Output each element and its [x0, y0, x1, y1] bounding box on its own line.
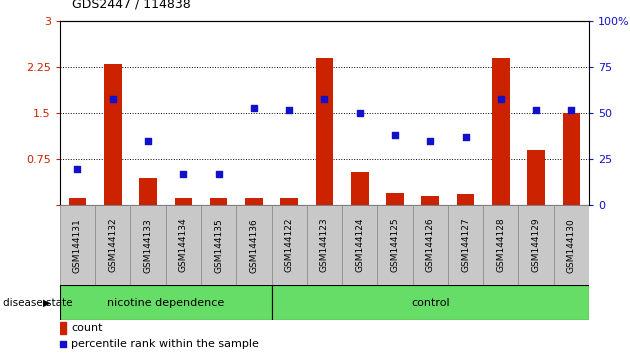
Bar	[342, 205, 377, 285]
Text: GSM144133: GSM144133	[144, 218, 152, 273]
Point	[249, 105, 259, 110]
Bar	[130, 205, 166, 285]
Bar	[60, 322, 66, 334]
Text: GSM144131: GSM144131	[73, 218, 82, 273]
Bar	[563, 113, 580, 205]
Bar	[272, 205, 307, 285]
Bar	[201, 205, 236, 285]
Bar	[554, 205, 589, 285]
Text: GSM144126: GSM144126	[426, 218, 435, 273]
Bar	[492, 58, 510, 205]
Bar	[377, 205, 413, 285]
Bar	[245, 198, 263, 205]
Point	[355, 110, 365, 116]
Bar	[69, 198, 86, 205]
Bar	[527, 150, 545, 205]
Point	[214, 171, 224, 177]
Bar	[60, 285, 272, 320]
Text: GSM144129: GSM144129	[532, 218, 541, 273]
Text: GSM144132: GSM144132	[108, 218, 117, 273]
Bar	[413, 205, 448, 285]
Bar	[60, 205, 95, 285]
Bar	[518, 205, 554, 285]
Bar	[457, 194, 474, 205]
Point	[390, 132, 400, 138]
Text: disease state: disease state	[3, 298, 72, 308]
Point	[108, 96, 118, 101]
Text: GSM144123: GSM144123	[320, 218, 329, 273]
Text: GSM144135: GSM144135	[214, 218, 223, 273]
Bar	[95, 205, 130, 285]
Text: GSM144130: GSM144130	[567, 218, 576, 273]
Bar	[272, 285, 589, 320]
Text: GSM144128: GSM144128	[496, 218, 505, 273]
Bar	[307, 205, 342, 285]
Bar	[483, 205, 518, 285]
Point	[178, 171, 188, 177]
Point	[461, 135, 471, 140]
Text: GSM144136: GSM144136	[249, 218, 258, 273]
Text: percentile rank within the sample: percentile rank within the sample	[71, 339, 260, 349]
Bar	[386, 193, 404, 205]
Text: GSM144127: GSM144127	[461, 218, 470, 273]
Text: control: control	[411, 298, 450, 308]
Text: GDS2447 / 114838: GDS2447 / 114838	[72, 0, 191, 11]
Bar	[421, 196, 439, 205]
Text: GSM144124: GSM144124	[355, 218, 364, 272]
Point	[143, 138, 153, 144]
Text: GSM144122: GSM144122	[285, 218, 294, 272]
Text: ▶: ▶	[43, 298, 50, 308]
Point	[284, 107, 294, 113]
Bar	[448, 205, 483, 285]
Point	[72, 166, 83, 171]
Point	[496, 96, 506, 101]
Text: GSM144125: GSM144125	[391, 218, 399, 273]
Text: count: count	[71, 323, 103, 333]
Bar	[139, 178, 157, 205]
Bar	[210, 198, 227, 205]
Text: nicotine dependence: nicotine dependence	[107, 298, 224, 308]
Point	[425, 138, 435, 144]
Bar	[104, 64, 122, 205]
Bar	[316, 58, 333, 205]
Bar	[236, 205, 272, 285]
Point	[319, 96, 329, 101]
Bar	[175, 198, 192, 205]
Bar	[351, 172, 369, 205]
Point	[531, 107, 541, 113]
Bar	[166, 205, 201, 285]
Bar	[280, 198, 298, 205]
Point	[348, 273, 358, 278]
Point	[566, 107, 576, 113]
Text: GSM144134: GSM144134	[179, 218, 188, 273]
